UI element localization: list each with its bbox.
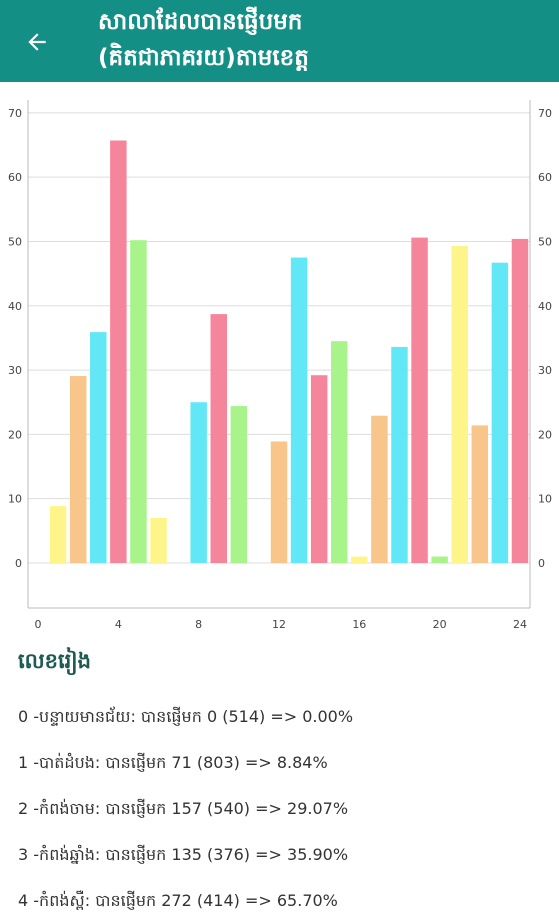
y-tick-label-right: 30 [538, 364, 552, 377]
y-tick-label-left: 40 [8, 300, 22, 313]
legend-item: 0 -បន្ទាយមានជ័យ: បានផ្ញើមក 0 (514) => 0.… [18, 694, 548, 740]
y-tick-label-right: 0 [538, 557, 545, 570]
bar [190, 402, 206, 563]
bar [150, 518, 166, 563]
bar [411, 238, 427, 563]
y-tick-label-left: 70 [8, 107, 22, 120]
arrow-back-icon [24, 29, 50, 55]
x-tick-label: 8 [195, 618, 202, 631]
y-tick-label-left: 50 [8, 235, 22, 248]
bar [90, 332, 106, 563]
legend-item: 3 -កំពង់ឆ្នាំង: បានផ្ញើមក 135 (376) => 3… [18, 832, 548, 878]
bar [110, 141, 126, 563]
bar [311, 375, 327, 563]
bar [271, 441, 287, 563]
bar [512, 239, 528, 563]
x-tick-label: 16 [352, 618, 366, 631]
page-title-line1: សាលាដែលបានផ្ញើបមក [98, 4, 538, 40]
y-tick-label-right: 70 [538, 107, 552, 120]
x-tick-label: 4 [115, 618, 122, 631]
y-tick-label-left: 30 [8, 364, 22, 377]
legend-item: 1 -បាត់ដំបង: បានផ្ញើមក 71 (803) => 8.84% [18, 740, 548, 786]
y-tick-label-right: 40 [538, 300, 552, 313]
legend-item: 4 -កំពង់ស្ពឺ: បានផ្ញើមក 272 (414) => 65.… [18, 878, 548, 924]
bar [431, 557, 447, 563]
bar [492, 263, 508, 563]
bar [70, 376, 86, 563]
bar [472, 425, 488, 563]
bar [291, 258, 307, 563]
legend-item: 2 -កំពង់ចាម: បានផ្ញើមក 157 (540) => 29.0… [18, 786, 548, 832]
y-tick-label-right: 50 [538, 235, 552, 248]
page-title-line2: (គិតជាភាគរយ)តាមខេត្ត [98, 40, 538, 76]
x-tick-label: 24 [513, 618, 527, 631]
x-tick-label: 12 [272, 618, 286, 631]
y-tick-label-right: 60 [538, 171, 552, 184]
bar [351, 557, 367, 563]
y-tick-label-right: 20 [538, 428, 552, 441]
bar-chart: 0 0 10 10 20 20 30 30 40 40 50 50 60 60 70 70 0 4 8 12 16 20 2… [0, 100, 559, 640]
bar [231, 406, 247, 563]
x-tick-label: 0 [35, 618, 42, 631]
y-tick-label-left: 20 [8, 428, 22, 441]
bar [50, 506, 66, 563]
bar [371, 416, 387, 563]
page-title: សាលាដែលបានផ្ញើបមក (គិតជាភាគរយ)តាមខេត្ត [98, 4, 538, 76]
bar [331, 341, 347, 563]
legend-title: លេខរៀង [18, 648, 91, 679]
back-button[interactable] [14, 19, 60, 65]
y-tick-label-left: 60 [8, 171, 22, 184]
bar [391, 347, 407, 563]
legend-list: 0 -បន្ទាយមានជ័យ: បានផ្ញើមក 0 (514) => 0.… [18, 694, 548, 924]
bar [211, 314, 227, 563]
y-tick-label-left: 10 [8, 493, 22, 506]
y-tick-label-right: 10 [538, 493, 552, 506]
bar [130, 240, 146, 563]
x-tick-label: 20 [433, 618, 447, 631]
y-tick-label-left: 0 [15, 557, 22, 570]
bar-chart-area: 0 0 10 10 20 20 30 30 40 40 50 50 60 60 70 70 0 4 8 12 16 20 2… [0, 100, 559, 640]
app-bar: សាលាដែលបានផ្ញើបមក (គិតជាភាគរយ)តាមខេត្ត [0, 0, 559, 82]
bar [451, 246, 467, 563]
